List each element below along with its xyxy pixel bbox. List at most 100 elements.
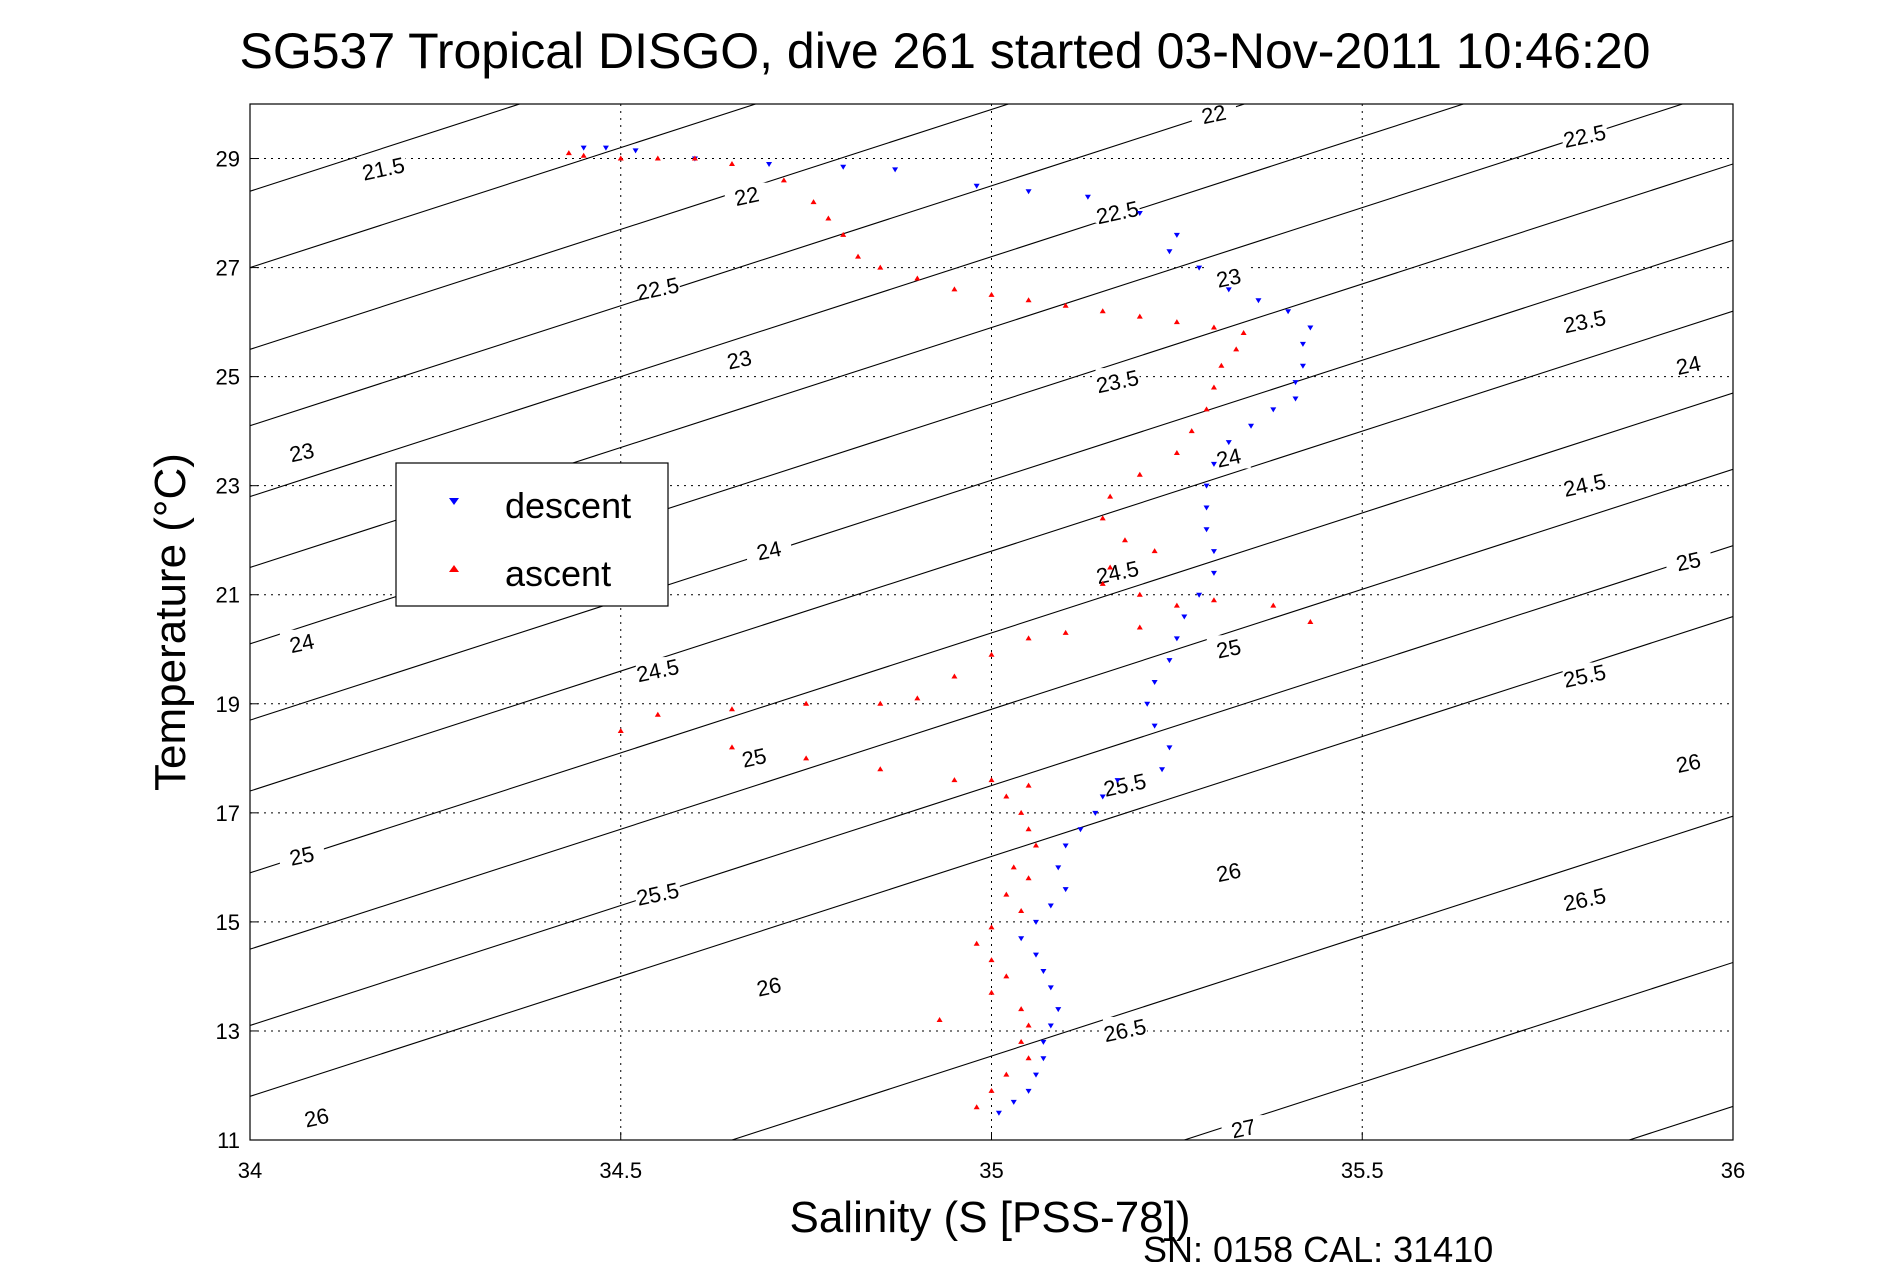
isopycnal-label-bg	[279, 842, 324, 867]
isopycnal-line	[250, 468, 1733, 950]
ascent-point	[1018, 1006, 1025, 1012]
descent-point	[1040, 968, 1047, 974]
ascent-point	[1210, 597, 1217, 603]
descent-point	[1210, 549, 1217, 555]
ascent-point	[1025, 782, 1032, 788]
descent-point	[1047, 1023, 1054, 1029]
descent-point	[1181, 614, 1188, 620]
x-tick-label: 35.5	[1341, 1158, 1384, 1183]
descent-point	[1173, 636, 1180, 642]
legend-ascent-label: ascent	[505, 553, 611, 594]
ascent-point	[780, 177, 787, 183]
descent-point	[1307, 325, 1314, 331]
ascent-point	[580, 152, 587, 158]
descent-point	[1062, 887, 1069, 893]
descent-point	[1092, 810, 1099, 816]
isopycnal-line	[250, 104, 758, 269]
ascent-point	[728, 744, 735, 750]
descent-point	[1270, 407, 1277, 413]
ascent-point	[1010, 864, 1017, 870]
ascent-point	[936, 1017, 943, 1023]
isopycnal-label-bg	[294, 1104, 339, 1129]
isopycnal-label: 25	[1214, 634, 1243, 664]
isopycnal-lines	[250, 104, 1733, 1140]
isopycnal-label-bg	[1102, 771, 1147, 796]
y-tick-label: 21	[216, 583, 240, 608]
isopycnal-line	[250, 104, 1247, 427]
isopycnal-label: 24	[1214, 443, 1243, 473]
y-tick-label: 29	[216, 147, 240, 172]
isopycnal-line	[731, 815, 1733, 1140]
ascent-point	[1218, 362, 1225, 368]
isopycnal-label-bg	[724, 182, 769, 207]
ascent-point	[1210, 324, 1217, 330]
isopycnal-label-bg	[1095, 558, 1140, 583]
descent-point	[995, 1110, 1002, 1116]
ascent-point	[1099, 308, 1106, 314]
ascent-point	[1025, 297, 1032, 303]
descent-point	[892, 167, 899, 173]
descent-point	[1166, 658, 1173, 664]
isopycnal-label-bg	[1562, 662, 1607, 687]
descent-point	[1136, 211, 1143, 217]
isopycnal-label-bg	[1095, 199, 1140, 224]
ascent-point	[617, 155, 624, 161]
isopycnal-line	[1184, 961, 1733, 1140]
legend: descent ascent	[395, 462, 669, 607]
descent-point	[1151, 723, 1158, 729]
ascent-point	[803, 755, 810, 761]
isopycnal-label: 23	[287, 438, 316, 468]
legend-ascent-marker	[449, 565, 459, 572]
data-points	[565, 145, 1314, 1116]
ascent-point	[951, 673, 958, 679]
descent-point	[973, 183, 980, 189]
ascent-point	[825, 215, 832, 221]
x-tick-label: 36	[1721, 1158, 1745, 1183]
isopycnal-label-bg	[361, 155, 406, 180]
ascent-point	[1099, 580, 1106, 586]
descent-point	[1203, 483, 1210, 489]
descent-point	[1225, 287, 1232, 293]
ascent-point	[1025, 875, 1032, 881]
ascent-point	[1270, 602, 1277, 608]
descent-point	[1225, 440, 1232, 446]
descent-point	[1055, 865, 1062, 871]
descent-point	[580, 145, 587, 151]
descent-point	[1047, 985, 1054, 991]
ascent-point	[691, 155, 698, 161]
ascent-point	[1136, 313, 1143, 319]
isopycnal-label-bg	[635, 275, 680, 300]
ascent-point	[1173, 602, 1180, 608]
descent-point	[1248, 423, 1255, 429]
ascent-point	[1032, 842, 1039, 848]
ascent-point	[1025, 826, 1032, 832]
isopycnal-label-bg	[279, 438, 324, 463]
chart-title: SG537 Tropical DISGO, dive 261 started 0…	[240, 23, 1651, 79]
ascent-point	[914, 275, 921, 281]
serial-cal-footer: SN: 0158 CAL: 31410	[1143, 1229, 1493, 1262]
ascent-point	[1062, 302, 1069, 308]
isopycnal-label-bg	[1562, 471, 1607, 496]
isopycnal-label-bg	[1191, 100, 1236, 125]
isopycnal-label-bg	[1562, 122, 1607, 147]
ascent-point	[1018, 907, 1025, 913]
y-tick-label: 23	[216, 474, 240, 499]
descent-point	[1114, 778, 1121, 784]
descent-point	[1055, 1007, 1062, 1013]
isopycnal-label: 25	[287, 841, 316, 871]
isopycnal-label-bg	[1562, 886, 1607, 911]
x-tick-label: 35	[979, 1158, 1003, 1183]
ascent-point	[1136, 591, 1143, 597]
isopycnal-line	[250, 104, 1011, 350]
descent-point	[1196, 592, 1203, 598]
isopycnal-line	[250, 545, 1733, 1027]
isopycnal-label-bg	[1666, 351, 1711, 376]
ascent-point	[728, 706, 735, 712]
y-tick-label: 25	[216, 365, 240, 390]
isopycnal-line	[250, 104, 1466, 498]
isopycnal-label-bg	[1095, 368, 1140, 393]
descent-point	[1203, 527, 1210, 533]
descent-point	[1062, 843, 1069, 849]
descent-point	[1032, 919, 1039, 925]
descent-point	[1032, 1072, 1039, 1078]
